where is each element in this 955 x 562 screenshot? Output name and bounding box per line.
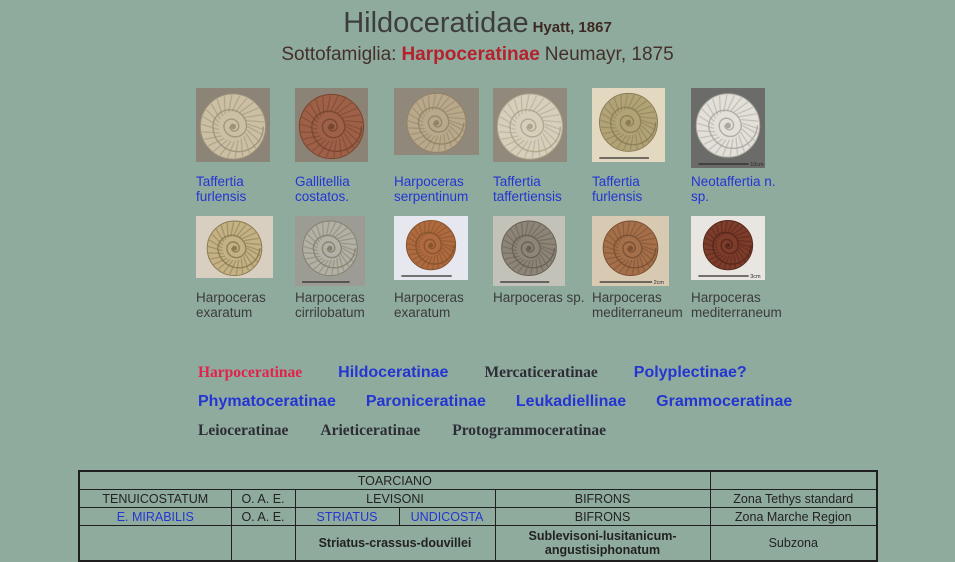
subfamily-prefix: Sottofamiglia: [281,44,397,65]
fossil-image[interactable]: 10cm [691,88,765,168]
table-cell: O. A. E. [230,507,296,526]
family-name: Hildoceratidae [343,7,529,39]
fossil-caption: Harpoceras mediterraneum [691,290,782,320]
table-cell[interactable]: UNDICOSTA [398,507,496,526]
subfamily-link[interactable]: Polyplectinae? [633,364,747,381]
subfamily-name: Harpoceratinae [401,44,540,65]
fossil-caption: Harpoceras cirrilobatum [295,290,365,320]
fossil-image[interactable] [394,88,479,168]
page-header: Hildoceratidae Hyatt, 1867 Sottofamiglia:… [0,0,955,66]
fossil-gallery-row-2: Harpoceras exaratum Harpoceras cirrilobat… [196,216,955,320]
table-cell: TENUICOSTATUM [78,489,232,508]
subfamily-link: Leioceratinae [198,422,289,439]
subfamily-title: Sottofamiglia: Harpoceratinae Neumayr, 187… [0,44,955,66]
table-row: TOARCIANO [78,470,878,490]
fossil-caption[interactable]: Taffertia taffertiensis [493,174,562,204]
table-cell-empty [78,525,232,562]
subfamily-link[interactable]: Hildoceratinae [338,364,449,381]
subfamily-link: Protogrammoceratinae [452,422,607,439]
table-cell: O. A. E. [230,489,296,508]
subfamily-link: Harpoceratinae [198,364,303,381]
subfamily-link[interactable]: Phymatoceratinae [198,393,336,410]
subfamily-links-row-3: Leioceratinae Arieticeratinae Protogrammoc… [198,422,955,440]
stratigraphy-table: TOARCIANO TENUICOSTATUM O. A. E. LEVISONI BI… [78,470,879,562]
table-cell[interactable]: E. MIRABILIS [78,507,232,526]
fossil-cell: 2cm Harpoceras mediterraneum [592,216,691,320]
fossil-caption[interactable]: Neotaffertia n. sp. [691,174,776,204]
fossil-caption: Harpoceras sp. [493,290,585,305]
table-cell: BIFRONS [494,507,711,526]
subfamily-link[interactable]: Paroniceratinae [365,393,486,410]
fossil-image[interactable] [493,88,567,168]
fossil-caption: Harpoceras exaratum [196,290,266,320]
table-cell: Zona Tethys standard [709,489,878,508]
fossil-caption[interactable]: Gallitellia costatos. [295,174,350,204]
subfamily-author: Neumayr, 1875 [544,44,674,65]
fossil-image [394,216,468,284]
subfamily-link[interactable]: Grammoceratinae [656,393,793,410]
subfamily-link: Mercaticeratinae [484,364,598,381]
subfamily-link[interactable]: Leukadiellinae [515,393,627,410]
fossil-cell: Taffertia taffertiensis [493,88,592,204]
fossil-cell: 3cm Harpoceras mediterraneum [691,216,790,320]
svg-text:2cm: 2cm [654,280,665,286]
family-author: Hyatt, 1867 [532,19,612,36]
fossil-caption[interactable]: Taffertia furlensis [592,174,643,204]
table-cell: Zona Marche Region [709,507,878,526]
fossil-caption[interactable]: Taffertia furlensis [196,174,247,204]
fossil-image [493,216,565,286]
fossil-cell: Harpoceras serpentinum [394,88,493,204]
fossil-image[interactable] [592,88,665,168]
fossil-cell: Gallitellia costatos. [295,88,394,204]
subfamily-links-row-1: Harpoceratinae Hildoceratinae Mercaticerat… [198,364,955,382]
table-cell[interactable]: STRIATUS [294,507,400,526]
fossil-cell: Harpoceras sp. [493,216,592,320]
fossil-image [295,216,365,286]
fossil-caption: Harpoceras mediterraneum [592,290,683,320]
fossil-image [196,216,273,284]
svg-text:10cm: 10cm [750,162,764,168]
subfamily-links-row-2: Phymatoceratinae Paroniceratinae Leukadiel… [198,393,955,411]
table-row: Striatus-crassus-douvillei Sublevisoni-lu… [78,525,878,562]
fossil-image[interactable] [295,88,368,168]
fossil-cell: 10cm Neotaffertia n. sp. [691,88,790,204]
fossil-cell: Harpoceras exaratum [196,216,295,320]
fossil-gallery-row-1: Taffertia furlensis Gallitellia costatos.… [196,88,955,204]
fossil-cell: Harpoceras exaratum [394,216,493,320]
fossil-cell: Taffertia furlensis [592,88,691,204]
table-cell: BIFRONS [494,489,711,508]
table-row: TENUICOSTATUM O. A. E. LEVISONI BIFRONS Zona… [78,489,878,508]
fossil-cell: Taffertia furlensis [196,88,295,204]
table-cell: Subzona [709,525,878,562]
table-cell: Striatus-crassus-douvillei [294,525,496,562]
table-cell-empty [709,470,878,490]
fossil-caption: Harpoceras exaratum [394,290,464,320]
fossil-image[interactable] [196,88,270,168]
table-cell: Sublevisoni-lusitanicum-angustisiphonatu… [494,525,711,562]
svg-text:3cm: 3cm [750,274,761,280]
table-cell: LEVISONI [294,489,496,508]
table-row: E. MIRABILIS O. A. E. STRIATUS UNDICOSTA BIF… [78,507,878,526]
fossil-image: 2cm [592,216,669,286]
family-title: Hildoceratidae Hyatt, 1867 [0,8,955,43]
fossil-image: 3cm [691,216,765,284]
subfamily-links: Harpoceratinae Hildoceratinae Mercaticerat… [198,364,955,440]
fossil-cell: Harpoceras cirrilobatum [295,216,394,320]
subfamily-link: Arieticeratinae [320,422,421,439]
table-cell: TOARCIANO [78,470,711,490]
fossil-caption[interactable]: Harpoceras serpentinum [394,174,469,204]
table-cell-empty [230,525,296,562]
